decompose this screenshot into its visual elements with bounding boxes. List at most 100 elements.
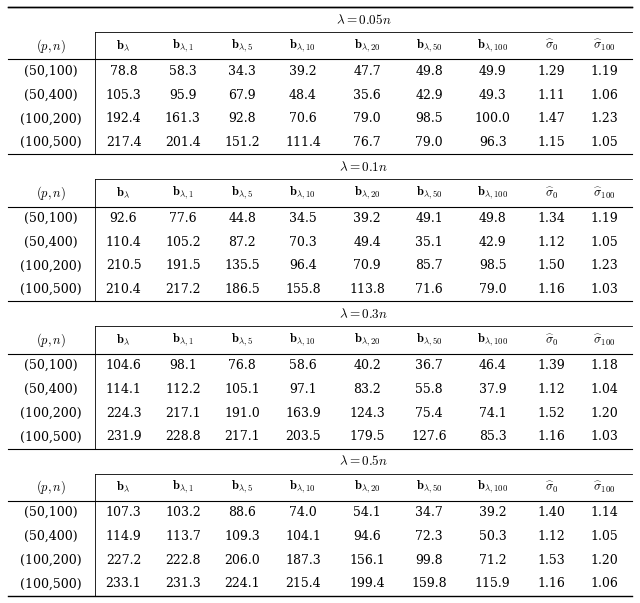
- Text: 79.0: 79.0: [415, 136, 443, 149]
- Text: $\widehat{\sigma}_{100}$: $\widehat{\sigma}_{100}$: [593, 185, 616, 201]
- Text: 1.05: 1.05: [591, 236, 618, 248]
- Text: 37.9: 37.9: [479, 383, 506, 396]
- Text: 34.3: 34.3: [228, 65, 256, 78]
- Text: 42.9: 42.9: [479, 236, 506, 248]
- Text: 217.2: 217.2: [165, 283, 200, 296]
- Text: 78.8: 78.8: [109, 65, 138, 78]
- Text: 49.3: 49.3: [479, 89, 507, 101]
- Text: (50,100): (50,100): [24, 506, 78, 519]
- Text: 1.50: 1.50: [538, 259, 565, 273]
- Text: (100,500): (100,500): [20, 578, 82, 590]
- Text: 1.23: 1.23: [591, 259, 618, 273]
- Text: $\mathbf{b}_{\lambda,5}$: $\mathbf{b}_{\lambda,5}$: [231, 332, 253, 349]
- Text: 70.3: 70.3: [289, 236, 317, 248]
- Text: (100,200): (100,200): [20, 554, 82, 567]
- Text: 114.1: 114.1: [106, 383, 141, 396]
- Text: $\mathbf{b}_{\lambda}$: $\mathbf{b}_{\lambda}$: [116, 480, 131, 494]
- Text: 199.4: 199.4: [349, 578, 385, 590]
- Text: $\mathbf{b}_{\lambda,10}$: $\mathbf{b}_{\lambda,10}$: [289, 185, 316, 201]
- Text: 85.3: 85.3: [479, 431, 507, 443]
- Text: 231.3: 231.3: [165, 578, 201, 590]
- Text: 98.5: 98.5: [415, 112, 443, 125]
- Text: $\mathbf{b}_{\lambda}$: $\mathbf{b}_{\lambda}$: [116, 186, 131, 200]
- Text: 110.4: 110.4: [106, 236, 141, 248]
- Text: $\lambda = 0.1n$: $\lambda = 0.1n$: [339, 160, 388, 174]
- Text: 201.4: 201.4: [165, 136, 201, 149]
- Text: 99.8: 99.8: [415, 554, 443, 567]
- Text: $(p, n)$: $(p, n)$: [36, 184, 67, 202]
- Text: (50,400): (50,400): [24, 89, 78, 101]
- Text: 191.0: 191.0: [224, 406, 260, 420]
- Text: 44.8: 44.8: [228, 212, 256, 225]
- Text: 206.0: 206.0: [224, 554, 260, 567]
- Text: 74.1: 74.1: [479, 406, 507, 420]
- Text: 79.0: 79.0: [353, 112, 381, 125]
- Text: 67.9: 67.9: [228, 89, 256, 101]
- Text: $\lambda = 0.5n$: $\lambda = 0.5n$: [339, 454, 388, 468]
- Text: 96.4: 96.4: [289, 259, 317, 273]
- Text: 39.2: 39.2: [353, 212, 381, 225]
- Text: $\widehat{\sigma}_{100}$: $\widehat{\sigma}_{100}$: [593, 332, 616, 348]
- Text: 1.52: 1.52: [538, 406, 565, 420]
- Text: 47.7: 47.7: [353, 65, 381, 78]
- Text: 1.53: 1.53: [538, 554, 565, 567]
- Text: 49.9: 49.9: [479, 65, 506, 78]
- Text: (50,400): (50,400): [24, 236, 78, 248]
- Text: 109.3: 109.3: [224, 530, 260, 543]
- Text: 1.20: 1.20: [591, 406, 618, 420]
- Text: 76.8: 76.8: [228, 359, 256, 372]
- Text: 39.2: 39.2: [289, 65, 317, 78]
- Text: $\mathbf{b}_{\lambda,5}$: $\mathbf{b}_{\lambda,5}$: [231, 185, 253, 201]
- Text: (100,500): (100,500): [20, 431, 82, 443]
- Text: $\widehat{\sigma}_0$: $\widehat{\sigma}_0$: [545, 332, 558, 348]
- Text: $\mathbf{b}_{\lambda,100}$: $\mathbf{b}_{\lambda,100}$: [477, 479, 508, 496]
- Text: 105.3: 105.3: [106, 89, 141, 101]
- Text: 94.6: 94.6: [353, 530, 381, 543]
- Text: 227.2: 227.2: [106, 554, 141, 567]
- Text: 217.1: 217.1: [165, 406, 201, 420]
- Text: 1.20: 1.20: [591, 554, 618, 567]
- Text: 105.1: 105.1: [224, 383, 260, 396]
- Text: 103.2: 103.2: [165, 506, 201, 519]
- Text: 49.1: 49.1: [415, 212, 443, 225]
- Text: (50,100): (50,100): [24, 212, 78, 225]
- Text: 159.8: 159.8: [412, 578, 447, 590]
- Text: 112.2: 112.2: [165, 383, 201, 396]
- Text: 135.5: 135.5: [225, 259, 260, 273]
- Text: $\mathbf{b}_{\lambda,50}$: $\mathbf{b}_{\lambda,50}$: [416, 332, 443, 349]
- Text: 75.4: 75.4: [415, 406, 443, 420]
- Text: $\widehat{\sigma}_{100}$: $\widehat{\sigma}_{100}$: [593, 38, 616, 54]
- Text: 1.05: 1.05: [591, 530, 618, 543]
- Text: 115.9: 115.9: [475, 578, 511, 590]
- Text: 77.6: 77.6: [169, 212, 196, 225]
- Text: 1.03: 1.03: [591, 283, 618, 296]
- Text: 49.8: 49.8: [479, 212, 507, 225]
- Text: 113.7: 113.7: [165, 530, 201, 543]
- Text: 1.03: 1.03: [591, 431, 618, 443]
- Text: 161.3: 161.3: [165, 112, 201, 125]
- Text: 210.5: 210.5: [106, 259, 141, 273]
- Text: (100,200): (100,200): [20, 406, 82, 420]
- Text: 111.4: 111.4: [285, 136, 321, 149]
- Text: 46.4: 46.4: [479, 359, 507, 372]
- Text: 1.04: 1.04: [591, 383, 618, 396]
- Text: 1.06: 1.06: [591, 578, 618, 590]
- Text: 34.5: 34.5: [289, 212, 317, 225]
- Text: (100,500): (100,500): [20, 136, 82, 149]
- Text: 151.2: 151.2: [225, 136, 260, 149]
- Text: 35.1: 35.1: [415, 236, 443, 248]
- Text: 203.5: 203.5: [285, 431, 321, 443]
- Text: 224.3: 224.3: [106, 406, 141, 420]
- Text: $\mathbf{b}_{\lambda,100}$: $\mathbf{b}_{\lambda,100}$: [477, 185, 508, 201]
- Text: $\mathbf{b}_{\lambda,100}$: $\mathbf{b}_{\lambda,100}$: [477, 37, 508, 54]
- Text: (100,200): (100,200): [20, 259, 82, 273]
- Text: 35.6: 35.6: [353, 89, 381, 101]
- Text: $\mathbf{b}_{\lambda,50}$: $\mathbf{b}_{\lambda,50}$: [416, 37, 443, 54]
- Text: $\mathbf{b}_{\lambda,20}$: $\mathbf{b}_{\lambda,20}$: [354, 185, 381, 201]
- Text: $(p, n)$: $(p, n)$: [36, 37, 67, 55]
- Text: 100.0: 100.0: [475, 112, 511, 125]
- Text: $\widehat{\sigma}_0$: $\widehat{\sigma}_0$: [545, 38, 558, 54]
- Text: 124.3: 124.3: [349, 406, 385, 420]
- Text: $(p, n)$: $(p, n)$: [36, 478, 67, 496]
- Text: (50,400): (50,400): [24, 530, 78, 543]
